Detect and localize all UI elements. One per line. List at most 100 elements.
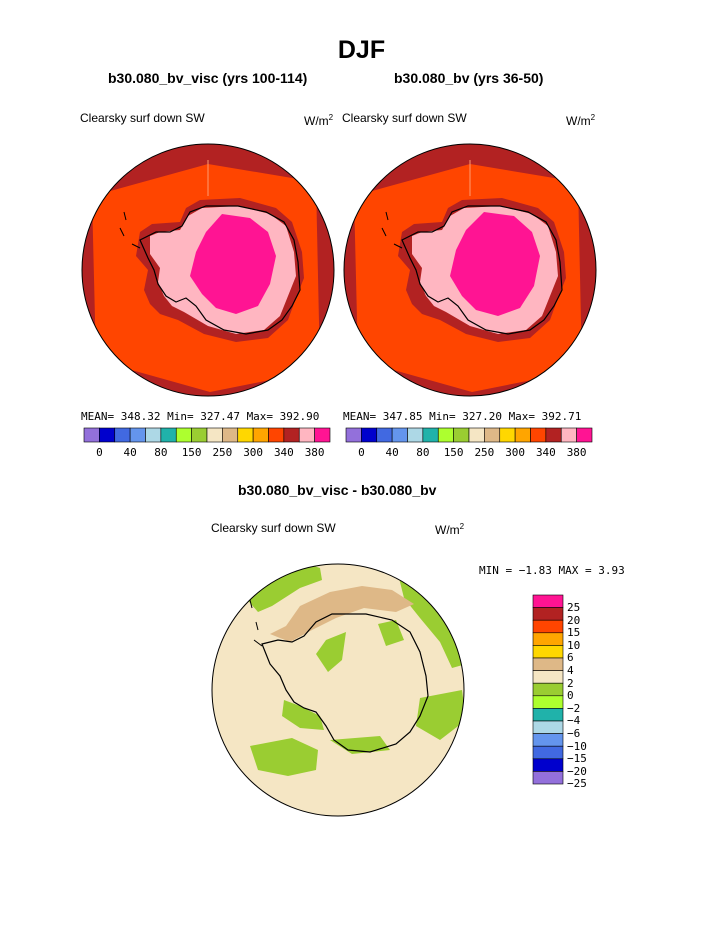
diff-colorbar-tick-label: 0 xyxy=(567,689,574,703)
panel2-stats: MEAN= 347.85 Min= 327.20 Max= 392.71 xyxy=(343,410,582,423)
diff-negative-area-5 xyxy=(330,736,390,754)
panel1-colorbar xyxy=(83,427,331,443)
panel1-colorbar-swatch xyxy=(268,427,285,443)
panel1-plateau-max xyxy=(190,214,276,314)
panel2-case-title: b30.080_bv (yrs 36-50) xyxy=(394,70,544,86)
panel1-colorbar-tick-label: 300 xyxy=(243,446,264,459)
diff-stats: MIN = −1.83 MAX = 3.93 xyxy=(479,564,625,577)
diff-colorbar-swatch xyxy=(532,607,564,621)
panel1-coastline xyxy=(139,205,301,335)
diff-colorbar-swatch xyxy=(532,632,564,646)
panel1-units: W/m2 xyxy=(304,113,334,128)
diff-colorbar-tick-label: −20 xyxy=(567,764,587,778)
diff-coastline xyxy=(261,613,429,753)
panel2-colorbar-swatch xyxy=(422,427,439,443)
panel2-colorbar xyxy=(345,427,593,443)
panel1-colorbar-tick-label: 150 xyxy=(181,446,202,459)
diff-map xyxy=(211,563,465,817)
panel2-colorbar-swatch xyxy=(499,427,516,443)
diff-colorbar-tick-label: 4 xyxy=(567,664,574,677)
panel2-units: W/m2 xyxy=(566,113,596,128)
panel1-colorbar-swatch xyxy=(206,427,223,443)
panel2-variable-label: Clearsky surf down SW xyxy=(342,111,467,125)
panel1-colorbar-swatch xyxy=(129,427,146,443)
panel2-colorbar-tick-label: 0 xyxy=(358,446,365,459)
panel1-colorbar-tick-label: 340 xyxy=(273,446,294,459)
panel1-map-border xyxy=(81,143,335,397)
panel2-colorbar-tick-label: 40 xyxy=(385,446,399,459)
panel2-colorbar-swatch xyxy=(484,427,501,443)
diff-colorbar-swatch xyxy=(532,670,564,684)
panel1-colorbar-tick-label: 250 xyxy=(212,446,233,459)
diff-colorbar-swatch xyxy=(532,720,564,734)
diff-negative-area-8 xyxy=(316,632,346,672)
panel2-map xyxy=(343,143,597,397)
panel2-colorbar-swatch xyxy=(453,427,470,443)
diff-colorbar-tick-label: 10 xyxy=(567,638,581,652)
panel2-colorbar-tick-label: 150 xyxy=(443,446,464,459)
diff-colorbar-tick-label: −10 xyxy=(567,739,587,753)
diff-negative-area-7 xyxy=(378,620,404,646)
panel2-colorbar-swatch xyxy=(345,427,362,443)
panel2-colorbar-tick-label: 340 xyxy=(535,446,556,459)
panel1-variable-label: Clearsky surf down SW xyxy=(80,111,205,125)
panel2-colorbar-swatch xyxy=(361,427,378,443)
panel2-colorbar-swatch xyxy=(560,427,577,443)
diff-colorbar-tick-label: 20 xyxy=(567,613,581,627)
panel1-case-title: b30.080_bv_visc (yrs 100-114) xyxy=(108,70,308,86)
panel1-colorbar-swatch xyxy=(83,427,100,443)
panel2-colorbar-tick-label: 380 xyxy=(566,446,587,459)
panel1-colorbar-swatch xyxy=(175,427,192,443)
panel2-colorbar-swatch xyxy=(576,427,593,443)
panel2-colorbar-swatch xyxy=(391,427,408,443)
diff-units: W/m2 xyxy=(435,522,465,537)
diff-colorbar-swatch xyxy=(532,758,564,772)
panel1-colorbar-swatch xyxy=(252,427,269,443)
diff-case-title: b30.080_bv_visc - b30.080_bv xyxy=(238,482,437,498)
panel2-colorbar-swatch xyxy=(437,427,454,443)
panel2-map-border xyxy=(343,143,597,397)
diff-colorbar-swatch xyxy=(532,682,564,697)
diff-negative-area-6 xyxy=(282,700,324,730)
diff-colorbar-tick-label: 25 xyxy=(567,601,581,614)
diff-colorbar-tick-label: 15 xyxy=(567,626,581,640)
diff-colorbar-swatch xyxy=(532,695,564,709)
panel2-colorbar-swatch xyxy=(530,427,547,443)
diff-colorbar-swatch xyxy=(532,594,564,608)
panel1-colorbar-tick-label: 40 xyxy=(123,446,137,459)
panel2-colorbar-swatch xyxy=(468,427,485,443)
panel1-colorbar-swatch xyxy=(283,427,300,443)
diff-colorbar-swatch xyxy=(532,771,564,785)
panel2-colorbar-tick-label: 250 xyxy=(474,446,495,459)
diff-colorbar-tick-label: 6 xyxy=(567,651,574,665)
diff-colorbar-tick-label: −25 xyxy=(567,777,587,791)
diff-colorbar xyxy=(532,594,564,785)
panel2-colorbar-swatch xyxy=(545,427,562,443)
panel2-coastline xyxy=(401,205,563,335)
panel1-colorbar-swatch xyxy=(314,427,331,443)
panel2-colorbar-swatch xyxy=(376,427,393,443)
panel1-colorbar-swatch xyxy=(222,427,239,443)
panel1-colorbar-tick-label: 0 xyxy=(96,446,103,459)
diff-colorbar-tick-label: 2 xyxy=(567,676,574,690)
diff-colorbar-swatch xyxy=(532,733,564,747)
diff-map-border xyxy=(211,563,465,817)
panel1-stats: MEAN= 348.32 Min= 327.47 Max= 392.90 xyxy=(81,410,320,423)
panel1-colorbar-tick-label: 380 xyxy=(304,446,325,459)
panel1-colorbar-tick-label: 80 xyxy=(154,446,168,459)
panel2-colorbar-swatch xyxy=(407,427,424,443)
panel2-plateau-max xyxy=(450,212,540,316)
diff-colorbar-tick-label: −4 xyxy=(567,714,581,728)
diff-colorbar-swatch xyxy=(532,645,564,659)
panel1-map xyxy=(81,143,335,397)
panel1-colorbar-swatch xyxy=(191,427,208,443)
diff-colorbar-swatch xyxy=(532,708,564,722)
panel1-colorbar-swatch xyxy=(298,427,315,443)
panel2-colorbar-swatch xyxy=(514,427,531,443)
diff-colorbar-tick-label: −15 xyxy=(567,752,587,766)
page-title: DJF xyxy=(337,36,386,64)
diff-colorbar-tick-label: −6 xyxy=(567,727,581,740)
diff-negative-area-4 xyxy=(416,690,464,740)
panel1-colorbar-swatch xyxy=(145,427,162,443)
